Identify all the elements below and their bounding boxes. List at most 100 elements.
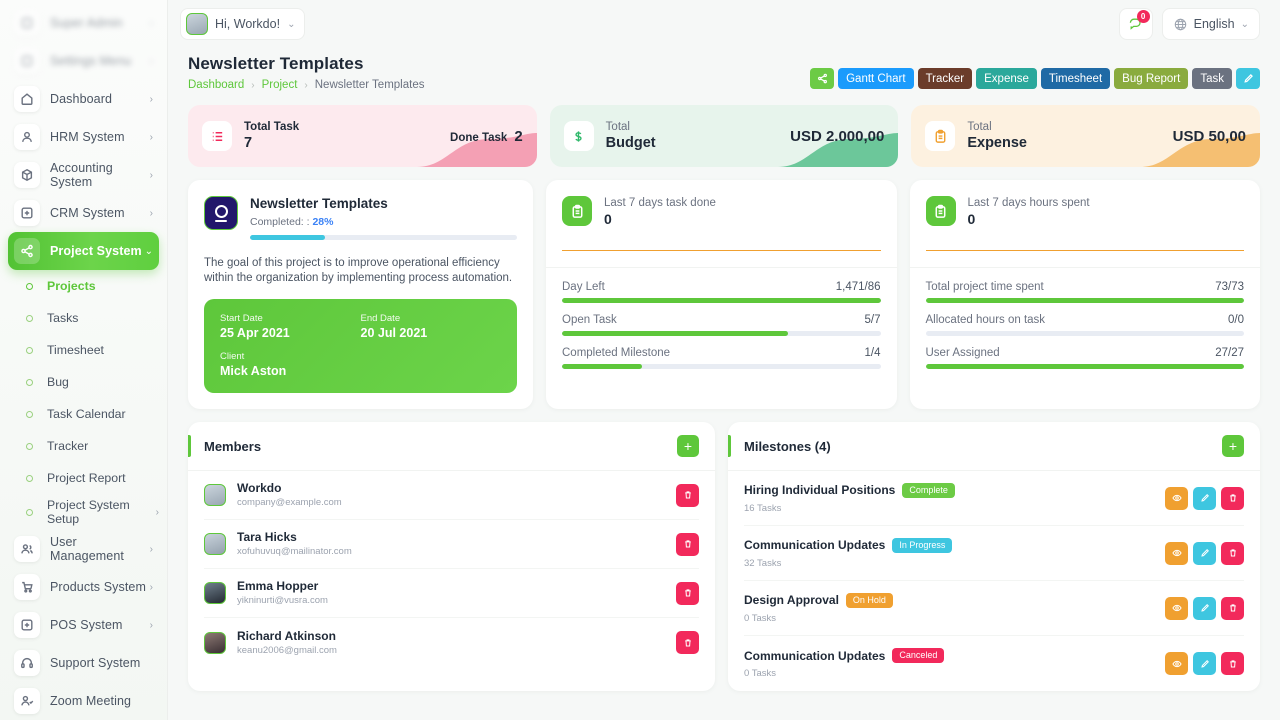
kpi-bar-list: Day Left 1,471/86 Open Task 5/7 [546, 268, 897, 383]
member-name: Workdo [237, 481, 282, 495]
sidebar-item-support-system[interactable]: Support System [8, 644, 159, 682]
client-block: Client Mick Aston [220, 350, 501, 380]
trash-icon [1229, 549, 1236, 557]
sidebar-item-projects[interactable]: Projects [8, 270, 167, 302]
tracker-button[interactable]: Tracker [917, 68, 973, 89]
sidebar-item-pos-system[interactable]: POS System › [8, 606, 159, 644]
chevron-right-icon: › [149, 543, 153, 555]
edit-milestone-button[interactable] [1193, 596, 1216, 620]
avatar [204, 631, 226, 654]
breadcrumb-dashboard[interactable]: Dashboard [188, 79, 245, 91]
chevron-right-icon: › [149, 55, 153, 67]
clipboard-icon [925, 121, 956, 151]
stat-card-text: Total Budget [606, 120, 656, 152]
stat-card-total-expense: Total Expense USD 50,00 [911, 105, 1261, 167]
user-icon [14, 124, 40, 150]
sidebar-item-project-system[interactable]: Project System ⌄ [8, 232, 159, 270]
delete-milestone-button[interactable] [1221, 541, 1244, 565]
edit-button[interactable] [1236, 68, 1260, 89]
sparkline-baseline [562, 250, 881, 251]
share-icon [14, 238, 40, 264]
edit-milestone-button[interactable] [1193, 541, 1216, 565]
delete-member-button[interactable] [676, 483, 699, 507]
delete-milestone-button[interactable] [1221, 596, 1244, 620]
language-selector[interactable]: English ⌄ [1161, 8, 1260, 40]
stat-card-text: Total Task 7 [244, 120, 299, 152]
eye-icon [1171, 494, 1182, 502]
view-milestone-button[interactable] [1165, 652, 1188, 675]
divider [909, 267, 1260, 268]
clipboard-icon [562, 196, 592, 226]
sidebar-item-tracker[interactable]: Tracker [8, 430, 167, 462]
edit-milestone-button[interactable] [1193, 486, 1216, 510]
delete-member-button[interactable] [676, 581, 699, 605]
view-milestone-button[interactable] [1165, 541, 1188, 565]
add-milestone-button[interactable]: + [1222, 435, 1244, 457]
sidebar-item-project-report[interactable]: Project Report [8, 462, 167, 494]
milestone-name: Design Approval [744, 593, 839, 607]
delete-milestone-button[interactable] [1221, 486, 1244, 510]
sidebar-item-label: Dashboard [50, 92, 113, 106]
trash-icon [1229, 494, 1236, 502]
delete-member-button[interactable] [676, 532, 699, 556]
sidebar-item-crm-system[interactable]: CRM System › [8, 194, 159, 232]
sidebar-item-hrm-system[interactable]: HRM System › [8, 118, 159, 156]
sidebar-item-label: Projects [47, 279, 96, 293]
stat-secondary-value: 2 [514, 127, 523, 145]
sidebar-item-user-management[interactable]: User Management › [8, 530, 159, 568]
kpi-bar-user-assigned: User Assigned 27/27 [925, 347, 1244, 369]
divider [546, 267, 897, 268]
sidebar-item-hidden-2[interactable]: Settings Menu › [8, 42, 159, 80]
sidebar-item-bug[interactable]: Bug [8, 366, 167, 398]
sidebar-item-tasks[interactable]: Tasks [8, 302, 167, 334]
sidebar-item-task-calendar[interactable]: Task Calendar [8, 398, 167, 430]
bar-value: 1,471/86 [835, 281, 881, 293]
sidebar-item-accounting-system[interactable]: Accounting System › [8, 156, 159, 194]
stat-secondary: Done Task 2 [450, 128, 523, 145]
member-email: yikninurti@vusra.com [237, 595, 328, 606]
view-milestone-button[interactable] [1165, 486, 1188, 510]
sidebar-item-products-system[interactable]: Products System › [8, 568, 159, 606]
edit-milestone-button[interactable] [1193, 652, 1216, 675]
sidebar-item-dashboard[interactable]: Dashboard › [8, 80, 159, 118]
stat-label-bottom: Expense [967, 135, 1027, 151]
kpi-bar-allocated-hours: Allocated hours on task 0/0 [925, 314, 1244, 336]
task-button[interactable]: Task [1192, 68, 1232, 89]
eye-icon [1171, 660, 1182, 667]
bullet-icon [26, 346, 33, 354]
gantt-chart-button[interactable]: Gantt Chart [838, 68, 914, 89]
bar-label: Allocated hours on task [925, 314, 1046, 326]
add-member-button[interactable]: + [677, 435, 699, 457]
sidebar-item-label: HRM System [50, 130, 125, 144]
bullet-icon [26, 282, 33, 290]
kpi-bar-open-task: Open Task 5/7 [562, 314, 881, 336]
sidebar-item-project-system-setup[interactable]: Project System Setup › [8, 494, 167, 530]
sidebar-item-timesheet[interactable]: Timesheet [8, 334, 167, 366]
eye-icon [1171, 549, 1182, 557]
stat-card-row: Total Task 7 Done Task 2 Total Budget [168, 91, 1280, 167]
share-button[interactable] [810, 68, 835, 89]
member-email: company@example.com [237, 497, 342, 508]
bug-report-button[interactable]: Bug Report [1114, 68, 1189, 89]
kpi-bar-list: Total project time spent 73/73 Allocated… [910, 268, 1261, 383]
breadcrumb: Dashboard › Project › Newsletter Templat… [188, 79, 424, 91]
sidebar-item-hidden-1[interactable]: Super Admin › [8, 4, 159, 42]
bullet-icon [26, 508, 33, 516]
chat-button[interactable]: 0 [1118, 8, 1153, 40]
delete-milestone-button[interactable] [1221, 652, 1244, 675]
members-list: Workdo company@example.com Tara Hicks [188, 470, 715, 667]
milestone-task-count: 0 Tasks [744, 612, 777, 624]
member-name: Tara Hicks [237, 530, 297, 544]
view-milestone-button[interactable] [1165, 596, 1188, 620]
user-greeting-chip[interactable]: Hi, Workdo! ⌄ [180, 8, 306, 40]
sidebar-item-zoom-meeting[interactable]: Zoom Meeting [8, 682, 159, 720]
expense-button[interactable]: Expense [976, 68, 1037, 89]
bar-label: Completed Milestone [562, 347, 671, 359]
delete-member-button[interactable] [676, 631, 699, 654]
completed-label: Completed: : [250, 216, 310, 228]
bullet-icon [26, 314, 33, 322]
breadcrumb-project[interactable]: Project [261, 79, 298, 91]
sidebar-item-label: Support System [50, 656, 141, 670]
kpi-value: 0 [604, 211, 612, 227]
timesheet-button[interactable]: Timesheet [1040, 68, 1111, 89]
